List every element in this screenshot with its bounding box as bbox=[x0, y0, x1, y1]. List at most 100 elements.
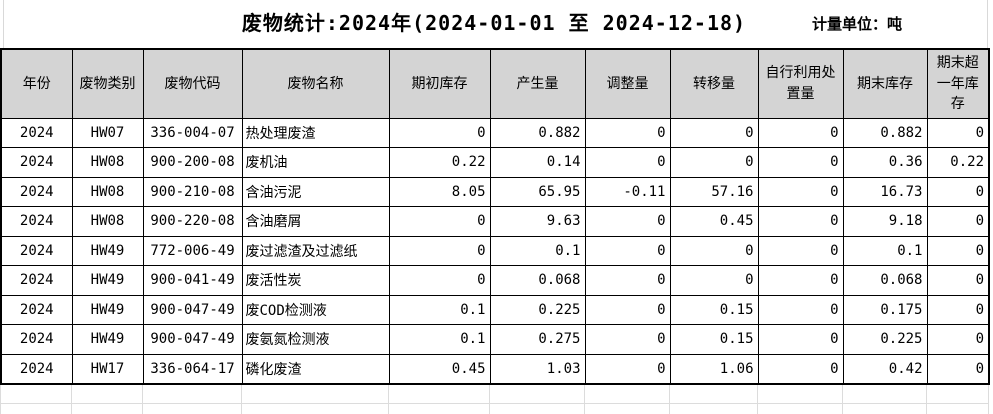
table-cell[interactable]: 0 bbox=[584, 265, 671, 296]
table-cell[interactable]: 1.06 bbox=[669, 353, 759, 384]
table-cell[interactable]: 0 bbox=[757, 294, 844, 325]
column-header-7[interactable]: 转移量 bbox=[669, 48, 759, 119]
table-cell[interactable]: 0 bbox=[757, 206, 844, 237]
column-header-9[interactable]: 期末库存 bbox=[842, 48, 928, 119]
empty-cell[interactable] bbox=[71, 403, 143, 414]
table-cell[interactable]: 9.18 bbox=[842, 206, 928, 237]
table-cell[interactable]: 废COD检测液 bbox=[241, 294, 390, 325]
table-cell[interactable]: 0.14 bbox=[489, 147, 586, 178]
column-header-4[interactable]: 期初库存 bbox=[388, 48, 491, 119]
table-cell[interactable]: 0.22 bbox=[926, 147, 990, 178]
empty-cell[interactable] bbox=[757, 385, 843, 404]
table-cell[interactable]: 废氨氮检测液 bbox=[241, 324, 390, 355]
table-cell[interactable]: 0 bbox=[757, 324, 844, 355]
table-cell[interactable]: HW07 bbox=[71, 117, 144, 148]
table-cell[interactable]: 0.882 bbox=[842, 117, 928, 148]
table-cell[interactable]: 2024 bbox=[0, 324, 73, 355]
table-cell[interactable]: 2024 bbox=[0, 294, 73, 325]
table-cell[interactable]: 0.15 bbox=[669, 324, 759, 355]
empty-cell[interactable] bbox=[0, 403, 72, 414]
table-cell[interactable]: 336-004-07 bbox=[142, 117, 243, 148]
empty-cell[interactable] bbox=[842, 385, 927, 404]
table-cell[interactable]: 0.15 bbox=[669, 294, 759, 325]
table-cell[interactable]: 0 bbox=[669, 235, 759, 266]
empty-cell[interactable] bbox=[926, 403, 989, 414]
table-cell[interactable]: 含油磨屑 bbox=[241, 206, 390, 237]
table-cell[interactable]: 0 bbox=[584, 147, 671, 178]
table-cell[interactable]: HW49 bbox=[71, 324, 144, 355]
table-cell[interactable]: 0.1 bbox=[489, 235, 586, 266]
table-cell[interactable]: 336-064-17 bbox=[142, 353, 243, 384]
table-cell[interactable]: 0 bbox=[388, 235, 491, 266]
table-cell[interactable]: HW08 bbox=[71, 206, 144, 237]
table-cell[interactable]: 0.45 bbox=[669, 206, 759, 237]
table-cell[interactable]: 0 bbox=[388, 265, 491, 296]
table-cell[interactable]: 0.36 bbox=[842, 147, 928, 178]
column-header-6[interactable]: 调整量 bbox=[584, 48, 671, 119]
table-cell[interactable]: 2024 bbox=[0, 147, 73, 178]
table-cell[interactable]: 0 bbox=[669, 147, 759, 178]
table-cell[interactable]: 0.1 bbox=[388, 324, 491, 355]
empty-cell[interactable] bbox=[0, 385, 72, 404]
column-header-5[interactable]: 产生量 bbox=[489, 48, 586, 119]
empty-cell[interactable] bbox=[584, 385, 670, 404]
table-cell[interactable]: 900-041-49 bbox=[142, 265, 243, 296]
table-cell[interactable]: HW17 bbox=[71, 353, 144, 384]
table-cell[interactable]: 2024 bbox=[0, 265, 73, 296]
table-cell[interactable]: 0 bbox=[926, 176, 990, 207]
empty-cell[interactable] bbox=[489, 385, 585, 404]
table-cell[interactable]: 0.1 bbox=[842, 235, 928, 266]
empty-cell[interactable] bbox=[757, 403, 843, 414]
table-cell[interactable]: 0 bbox=[757, 235, 844, 266]
table-cell[interactable]: 废机油 bbox=[241, 147, 390, 178]
table-cell[interactable]: 57.16 bbox=[669, 176, 759, 207]
empty-cell[interactable] bbox=[669, 385, 758, 404]
table-cell[interactable]: 900-220-08 bbox=[142, 206, 243, 237]
table-cell[interactable]: 0 bbox=[388, 117, 491, 148]
empty-cell[interactable] bbox=[142, 385, 242, 404]
empty-cell[interactable] bbox=[241, 385, 389, 404]
table-cell[interactable]: 0 bbox=[757, 147, 844, 178]
table-cell[interactable]: 2024 bbox=[0, 176, 73, 207]
table-cell[interactable]: 0.1 bbox=[388, 294, 491, 325]
column-header-3[interactable]: 废物名称 bbox=[241, 48, 390, 119]
table-cell[interactable]: 磷化废渣 bbox=[241, 353, 390, 384]
empty-cell[interactable] bbox=[669, 403, 758, 414]
table-cell[interactable]: 900-210-08 bbox=[142, 176, 243, 207]
table-cell[interactable]: 0.275 bbox=[489, 324, 586, 355]
empty-cell[interactable] bbox=[926, 385, 989, 404]
empty-cell[interactable] bbox=[142, 403, 242, 414]
table-cell[interactable]: 0 bbox=[926, 117, 990, 148]
table-cell[interactable]: 0 bbox=[584, 294, 671, 325]
table-cell[interactable]: 0.068 bbox=[842, 265, 928, 296]
empty-cell[interactable] bbox=[489, 403, 585, 414]
table-cell[interactable]: 0 bbox=[584, 206, 671, 237]
table-cell[interactable]: 0 bbox=[584, 117, 671, 148]
table-cell[interactable]: 0.42 bbox=[842, 353, 928, 384]
column-header-8[interactable]: 自行利用处置量 bbox=[757, 48, 844, 119]
table-cell[interactable]: HW49 bbox=[71, 265, 144, 296]
table-cell[interactable]: 0 bbox=[926, 324, 990, 355]
table-cell[interactable]: 1.03 bbox=[489, 353, 586, 384]
column-header-0[interactable]: 年份 bbox=[0, 48, 73, 119]
empty-cell[interactable] bbox=[241, 403, 389, 414]
table-cell[interactable]: 16.73 bbox=[842, 176, 928, 207]
table-cell[interactable]: 0 bbox=[757, 176, 844, 207]
table-cell[interactable]: 900-200-08 bbox=[142, 147, 243, 178]
table-cell[interactable]: 含油污泥 bbox=[241, 176, 390, 207]
table-cell[interactable]: 0.45 bbox=[388, 353, 491, 384]
table-cell[interactable]: 0 bbox=[926, 265, 990, 296]
table-cell[interactable]: 0 bbox=[757, 265, 844, 296]
table-cell[interactable]: 0.882 bbox=[489, 117, 586, 148]
table-cell[interactable]: HW49 bbox=[71, 235, 144, 266]
table-cell[interactable]: 65.95 bbox=[489, 176, 586, 207]
table-cell[interactable]: -0.11 bbox=[584, 176, 671, 207]
table-cell[interactable]: 0.068 bbox=[489, 265, 586, 296]
table-cell[interactable]: 0 bbox=[669, 265, 759, 296]
table-cell[interactable]: 2024 bbox=[0, 206, 73, 237]
table-cell[interactable]: 0 bbox=[926, 206, 990, 237]
empty-cell[interactable] bbox=[584, 403, 670, 414]
table-cell[interactable]: HW49 bbox=[71, 294, 144, 325]
empty-cell[interactable] bbox=[388, 385, 490, 404]
column-header-2[interactable]: 废物代码 bbox=[142, 48, 243, 119]
